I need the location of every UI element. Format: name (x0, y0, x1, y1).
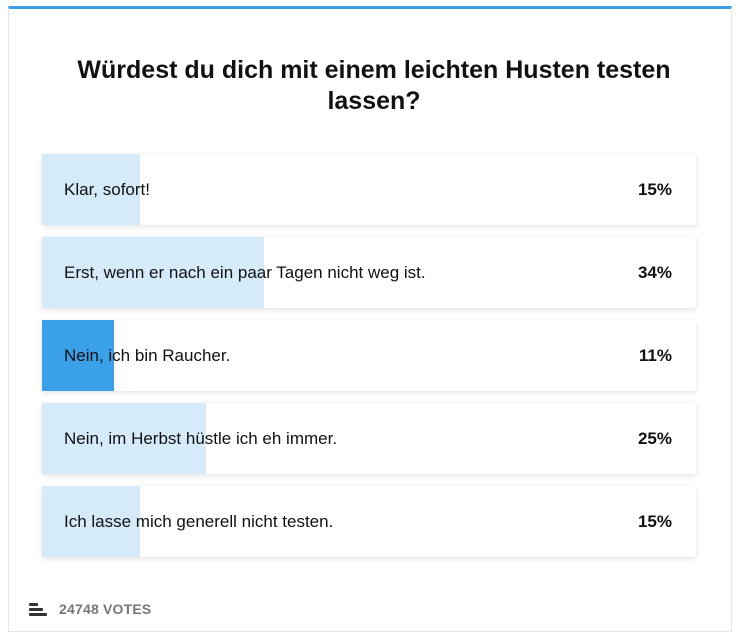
poll-option-1-bar (42, 154, 141, 225)
poll-option-4-label: Nein, im Herbst hüstle ich eh immer. (64, 429, 338, 448)
vote-count: 24748 VOTES (29, 599, 151, 619)
poll-option-4-bar (42, 403, 206, 474)
poll-option-3[interactable]: Nein, ich bin Raucher. 11% (42, 320, 696, 391)
poll-options: Klar, sofort! 15% Erst, wenn er nach ein… (42, 154, 696, 569)
poll-title: Würdest du dich mit einem leichten Huste… (77, 56, 671, 115)
poll-option-3-label: Nein, ich bin Raucher. (64, 346, 231, 365)
poll-option-4-percent: 25% (637, 429, 672, 448)
poll-option-1-label: Klar, sofort! (64, 180, 150, 199)
poll-option-2-label: Erst, wenn er nach ein paar Tagen nicht … (64, 263, 426, 282)
poll-option-5-percent: 15% (637, 512, 672, 531)
bar-list-icon (29, 602, 47, 616)
poll-option-3-percent: 11% (638, 346, 672, 365)
poll-option-2-bar (42, 237, 265, 308)
poll-option-1-percent: 15% (637, 180, 672, 199)
poll-option-5-label: Ich lasse mich generell nicht testen. (64, 512, 334, 531)
poll-option-3-bar (42, 320, 114, 391)
poll-option-2-percent: 34% (637, 263, 672, 282)
poll-option-5-bar (42, 486, 141, 557)
poll-option-2[interactable]: Erst, wenn er nach ein paar Tagen nicht … (42, 237, 696, 308)
poll-option-5[interactable]: Ich lasse mich generell nicht testen. 15… (42, 486, 696, 557)
poll-card: Würdest du dich mit einem leichten Huste… (8, 6, 732, 632)
poll-option-1[interactable]: Klar, sofort! 15% (42, 154, 696, 225)
vote-count-text: 24748 VOTES (59, 601, 152, 617)
poll-option-4[interactable]: Nein, im Herbst hüstle ich eh immer. 25% (42, 403, 696, 474)
